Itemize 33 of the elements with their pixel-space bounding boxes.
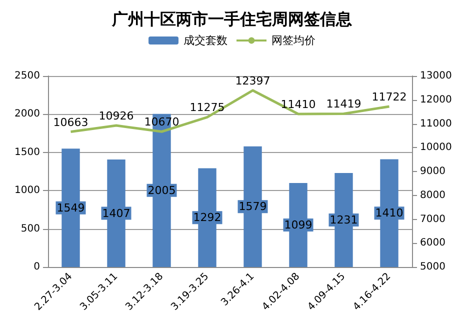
- data-label: 1292: [193, 211, 222, 224]
- data-label: 11419: [326, 98, 362, 111]
- y2-tick-label: 9000: [420, 166, 446, 177]
- data-label: 1579: [238, 200, 267, 214]
- y2-tick-label: 5000: [420, 262, 446, 272]
- y2-tick-label: 7000: [420, 214, 446, 225]
- legend-label: 网签均价: [272, 34, 316, 47]
- data-label: 10926: [98, 110, 134, 123]
- y-tick-label: 0: [34, 262, 40, 272]
- y2-tick-label: 6000: [420, 238, 446, 249]
- y-tick-label: 1000: [14, 185, 40, 196]
- data-label: 11410: [280, 98, 316, 111]
- legend-label: 成交套数: [184, 34, 228, 47]
- data-label: 12397: [235, 74, 270, 88]
- y2-tick-label: 8000: [420, 190, 446, 201]
- data-label: 11275: [190, 101, 225, 114]
- y2-tick-label: 11000: [420, 118, 452, 130]
- data-label: 1410: [375, 206, 404, 220]
- data-label: 2005: [148, 184, 176, 197]
- y2-tick-label: 10000: [420, 142, 452, 154]
- y-tick-label: 500: [20, 223, 40, 234]
- data-label: 10663: [53, 116, 88, 129]
- y-tick-label: 2000: [14, 108, 40, 120]
- y-tick-label: 2500: [14, 70, 40, 82]
- data-label: 1407: [102, 206, 130, 220]
- y2-tick-label: 13000: [420, 70, 452, 82]
- chart-title: 广州十区两市一手住宅周网签信息: [111, 10, 353, 28]
- data-label: 1549: [56, 201, 85, 214]
- data-label: 1231: [330, 213, 358, 226]
- data-label: 1099: [284, 218, 312, 232]
- y2-tick-label: 12000: [420, 94, 452, 106]
- y-tick-label: 1500: [14, 146, 40, 158]
- data-label: 11722: [372, 90, 407, 104]
